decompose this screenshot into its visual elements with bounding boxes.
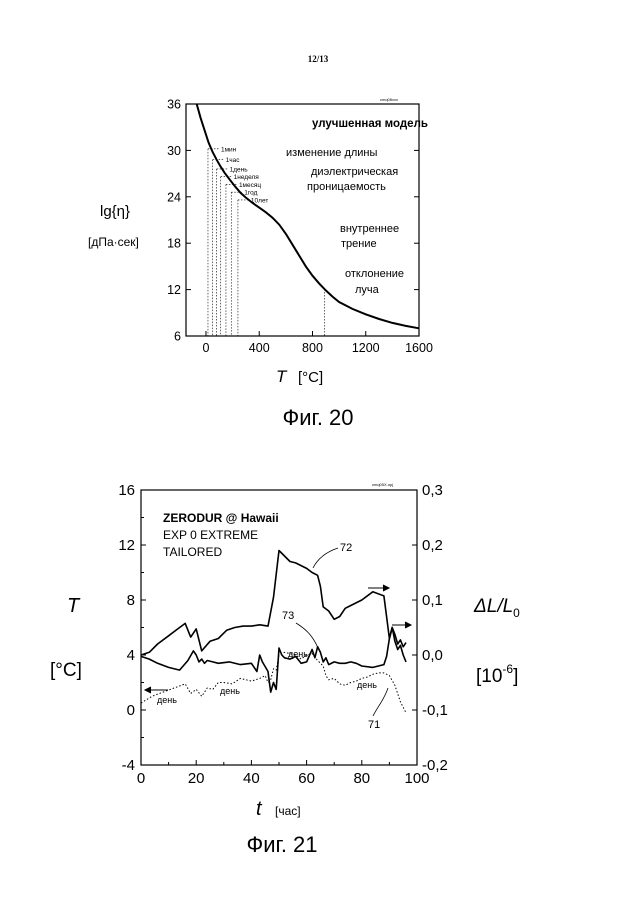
fig20-y-tick-label: 30 [167, 144, 181, 158]
fig20-plot-frame [186, 104, 419, 336]
fig20-time-marker-label: 1неделя [234, 174, 260, 181]
fig20-ylabel-main: lg{η} [100, 203, 130, 220]
fig20-annotation-internal: внутреннее [340, 223, 399, 235]
fig20-y-tick-label: 18 [167, 237, 181, 251]
fig20-x-tick-label: 1600 [405, 341, 433, 355]
fig20-x-tick-label: 1200 [352, 341, 380, 355]
fig20-viscosity-curve [197, 104, 419, 328]
fig20-caption: Фиг. 20 [282, 405, 353, 430]
fig20-xlabel-unit: [°C] [298, 369, 323, 386]
fig20-annotation-deflection: отклонение [345, 268, 404, 280]
fig20-time-marker-label: 1час [226, 157, 241, 164]
fig20-x-tick-label: 800 [302, 341, 323, 355]
fig20-x-tick-label: 400 [249, 341, 270, 355]
fig20-y-tick-label: 36 [167, 98, 181, 112]
fig20-time-marker-label: 1год [244, 190, 257, 197]
fig20-annotation-length-change: изменение длины [286, 147, 378, 159]
fig20-time-marker-label: 1месяц [239, 182, 261, 189]
fig20-time-marker-label: 1день [230, 166, 249, 173]
fig20-time-marker-label: 1мин [221, 146, 237, 153]
fig20-y-tick-label: 6 [174, 330, 181, 344]
fig20-y-tick-label: 12 [167, 283, 181, 297]
fig20-y-tick-label: 24 [167, 190, 181, 204]
fig20-annotation-dielectric: диэлектрическая [311, 166, 398, 178]
fig20-xlabel-symbol: T [276, 367, 288, 386]
fig20-stamp: cmq08xxx [380, 97, 398, 102]
fig20-annotation-permittivity: проницаемость [307, 181, 386, 193]
fig20-annotation-improved-model: улучшенная модель [312, 118, 428, 130]
fig20-x-tick-label: 0 [202, 341, 209, 355]
fig20-annotation-friction: трение [341, 238, 377, 250]
fig20-ylabel-unit: [дПа·сек] [88, 235, 139, 249]
fig20-annotation-beam: луча [355, 284, 380, 296]
